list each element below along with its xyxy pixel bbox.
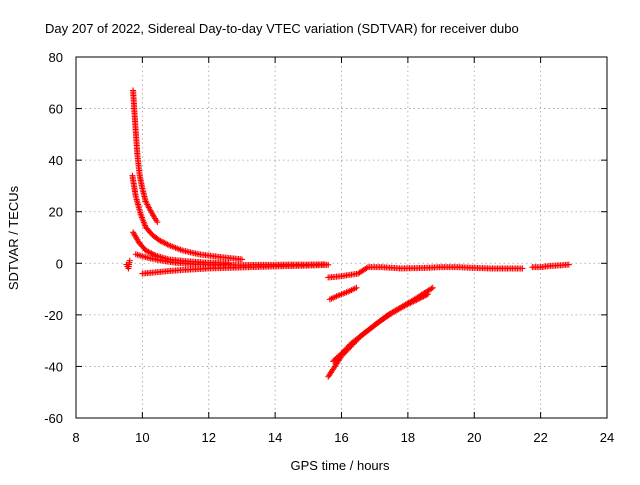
series-cluster-9.6h: [123, 257, 133, 272]
grid-lines: [76, 57, 607, 418]
series-near-zero-16-21h: [325, 264, 526, 281]
data-point: [238, 256, 245, 263]
data-point: [565, 261, 572, 268]
chart-title: Day 207 of 2022, Sidereal Day-to-day VTE…: [45, 21, 519, 36]
data-point: [429, 284, 436, 291]
y-tick-label: 20: [49, 205, 63, 220]
y-tick-label: 40: [49, 153, 63, 168]
x-tick-labels: 8 10 12 14 16 18 20 22 24: [72, 430, 614, 445]
data-point: [428, 285, 435, 292]
y-tick-label: 80: [49, 50, 63, 65]
data-point: [325, 261, 332, 268]
x-tick-label: 16: [334, 430, 348, 445]
x-tick-label: 24: [600, 430, 614, 445]
series-descending-arc-2: [330, 291, 431, 365]
data-point: [424, 291, 431, 298]
data-point: [154, 219, 161, 226]
series-short-dip-16h: [326, 284, 360, 303]
x-tick-label: 12: [202, 430, 216, 445]
y-axis-label: SDTVAR / TECUs: [6, 185, 21, 290]
data-point: [126, 257, 133, 264]
plot-frame: [75, 56, 608, 419]
x-tick-label: 8: [72, 430, 79, 445]
y-tick-label: 60: [49, 102, 63, 117]
y-tick-labels: -60 -40 -20 0 20 40 60 80: [44, 50, 63, 426]
series-late-segment-22h: [529, 261, 572, 271]
y-tick-label: -20: [44, 308, 63, 323]
x-tick-label: 14: [268, 430, 282, 445]
x-tick-label: 22: [533, 430, 547, 445]
y-tick-label: -40: [44, 359, 63, 374]
y-tick-label: 0: [56, 256, 63, 271]
x-tick-label: 10: [135, 430, 149, 445]
series-steep-decay-1: [130, 87, 161, 226]
series-low-band-2: [139, 261, 332, 277]
data-point: [164, 241, 171, 248]
data-point: [519, 265, 526, 272]
y-tick-label: -60: [44, 411, 63, 426]
x-tick-label: 18: [401, 430, 415, 445]
data-point: [353, 284, 360, 291]
x-tick-label: 20: [467, 430, 481, 445]
data-points: [123, 87, 572, 380]
series-steep-decay-2: [129, 172, 245, 263]
data-point: [423, 291, 430, 298]
x-axis-label: GPS time / hours: [291, 458, 390, 473]
data-point: [363, 265, 370, 272]
